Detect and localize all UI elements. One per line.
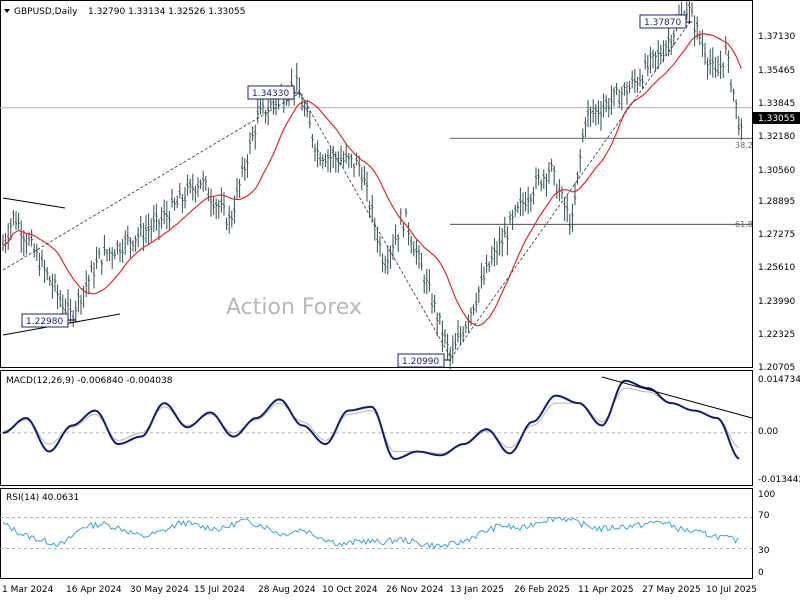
- price-tick: 1.28895: [758, 197, 795, 207]
- watermark: Action Forex: [226, 295, 362, 320]
- rsi-title: RSI(14) 40.0631: [6, 493, 79, 503]
- price-tick: 1.22325: [758, 330, 795, 340]
- price-tick: 1.20705: [758, 363, 795, 373]
- date-tick: 27 May 2025: [642, 585, 701, 595]
- price-tick: 1.23990: [758, 297, 795, 307]
- date-tick: 10 Jul 2025: [706, 585, 757, 595]
- low-label: 1.22980: [26, 317, 63, 327]
- date-tick: 13 Jan 2025: [450, 585, 504, 595]
- dashed-trend-2: [299, 92, 452, 359]
- chart-symbol: GBPUSD,Daily: [14, 7, 78, 17]
- high-label-box: [247, 85, 295, 100]
- low2-label-box: [397, 353, 445, 368]
- rsi-line: [2, 516, 739, 550]
- fib-label-38: 38.2: [735, 141, 753, 150]
- dashed-trend-1: [2, 92, 301, 271]
- fib-label-61: 61.8: [735, 220, 753, 229]
- channel-top-line: [2, 197, 66, 209]
- rsi-tick: 100: [758, 490, 775, 500]
- rsi-tick: 0: [758, 568, 764, 578]
- price-tick: 1.32180: [758, 132, 795, 142]
- price-tick: 1.37130: [758, 32, 795, 42]
- rsi-panel-frame: [0, 488, 753, 579]
- rsi-tick: 30: [758, 546, 770, 556]
- date-tick: 1 Mar 2024: [2, 585, 54, 595]
- rsi-layer: [0, 516, 752, 550]
- high-label: 1.34330: [252, 89, 289, 99]
- price-tick: 1.27275: [758, 230, 795, 240]
- price-layer: [0, 0, 752, 370]
- current-price-box: [753, 112, 800, 124]
- dashed-trend-3: [450, 21, 691, 359]
- macd-layer: [0, 376, 753, 461]
- date-tick: 26 Nov 2024: [386, 585, 444, 595]
- macd-signal-line: [2, 387, 740, 454]
- date-tick: 16 Apr 2024: [66, 585, 122, 595]
- price-tick: 1.33845: [758, 99, 795, 109]
- chart-ohlc: 1.32790 1.33134 1.32526 1.33055: [88, 7, 245, 17]
- date-tick: 28 Aug 2024: [258, 585, 316, 595]
- dropdown-triangle-icon[interactable]: [4, 9, 10, 13]
- macd-panel-frame: [0, 370, 753, 486]
- date-tick: 10 Oct 2024: [322, 585, 378, 595]
- macd-trendline: [601, 376, 753, 419]
- macd-line: [2, 379, 740, 461]
- high2-label: 1.37870: [644, 18, 681, 28]
- macd-tick: 0.014734: [758, 375, 800, 385]
- date-tick: 11 Apr 2025: [578, 585, 634, 595]
- date-tick: 26 Feb 2025: [514, 585, 570, 595]
- price-tick: 1.35465: [758, 66, 795, 76]
- price-tick: 1.25610: [758, 263, 795, 273]
- macd-tick: 0.00: [758, 427, 778, 437]
- price-tick: 1.30560: [758, 166, 795, 176]
- date-tick: 30 May 2024: [130, 585, 189, 595]
- macd-tick: -0.013442: [758, 475, 800, 485]
- low2-label: 1.20990: [402, 357, 439, 367]
- low-label-box: [21, 313, 69, 328]
- price-panel-frame: [0, 0, 753, 368]
- date-axis: 1 Mar 2024 16 Apr 2024 30 May 2024 15 Ju…: [2, 585, 757, 595]
- high2-label-box: [639, 14, 687, 29]
- current-price-label: 1.33055: [758, 114, 795, 124]
- date-tick: 15 Jul 2024: [194, 585, 245, 595]
- macd-title: MACD(12,26,9) -0.006840 -0.004038: [6, 376, 173, 386]
- rsi-tick: 70: [758, 511, 770, 521]
- moving-average-line: [2, 33, 742, 327]
